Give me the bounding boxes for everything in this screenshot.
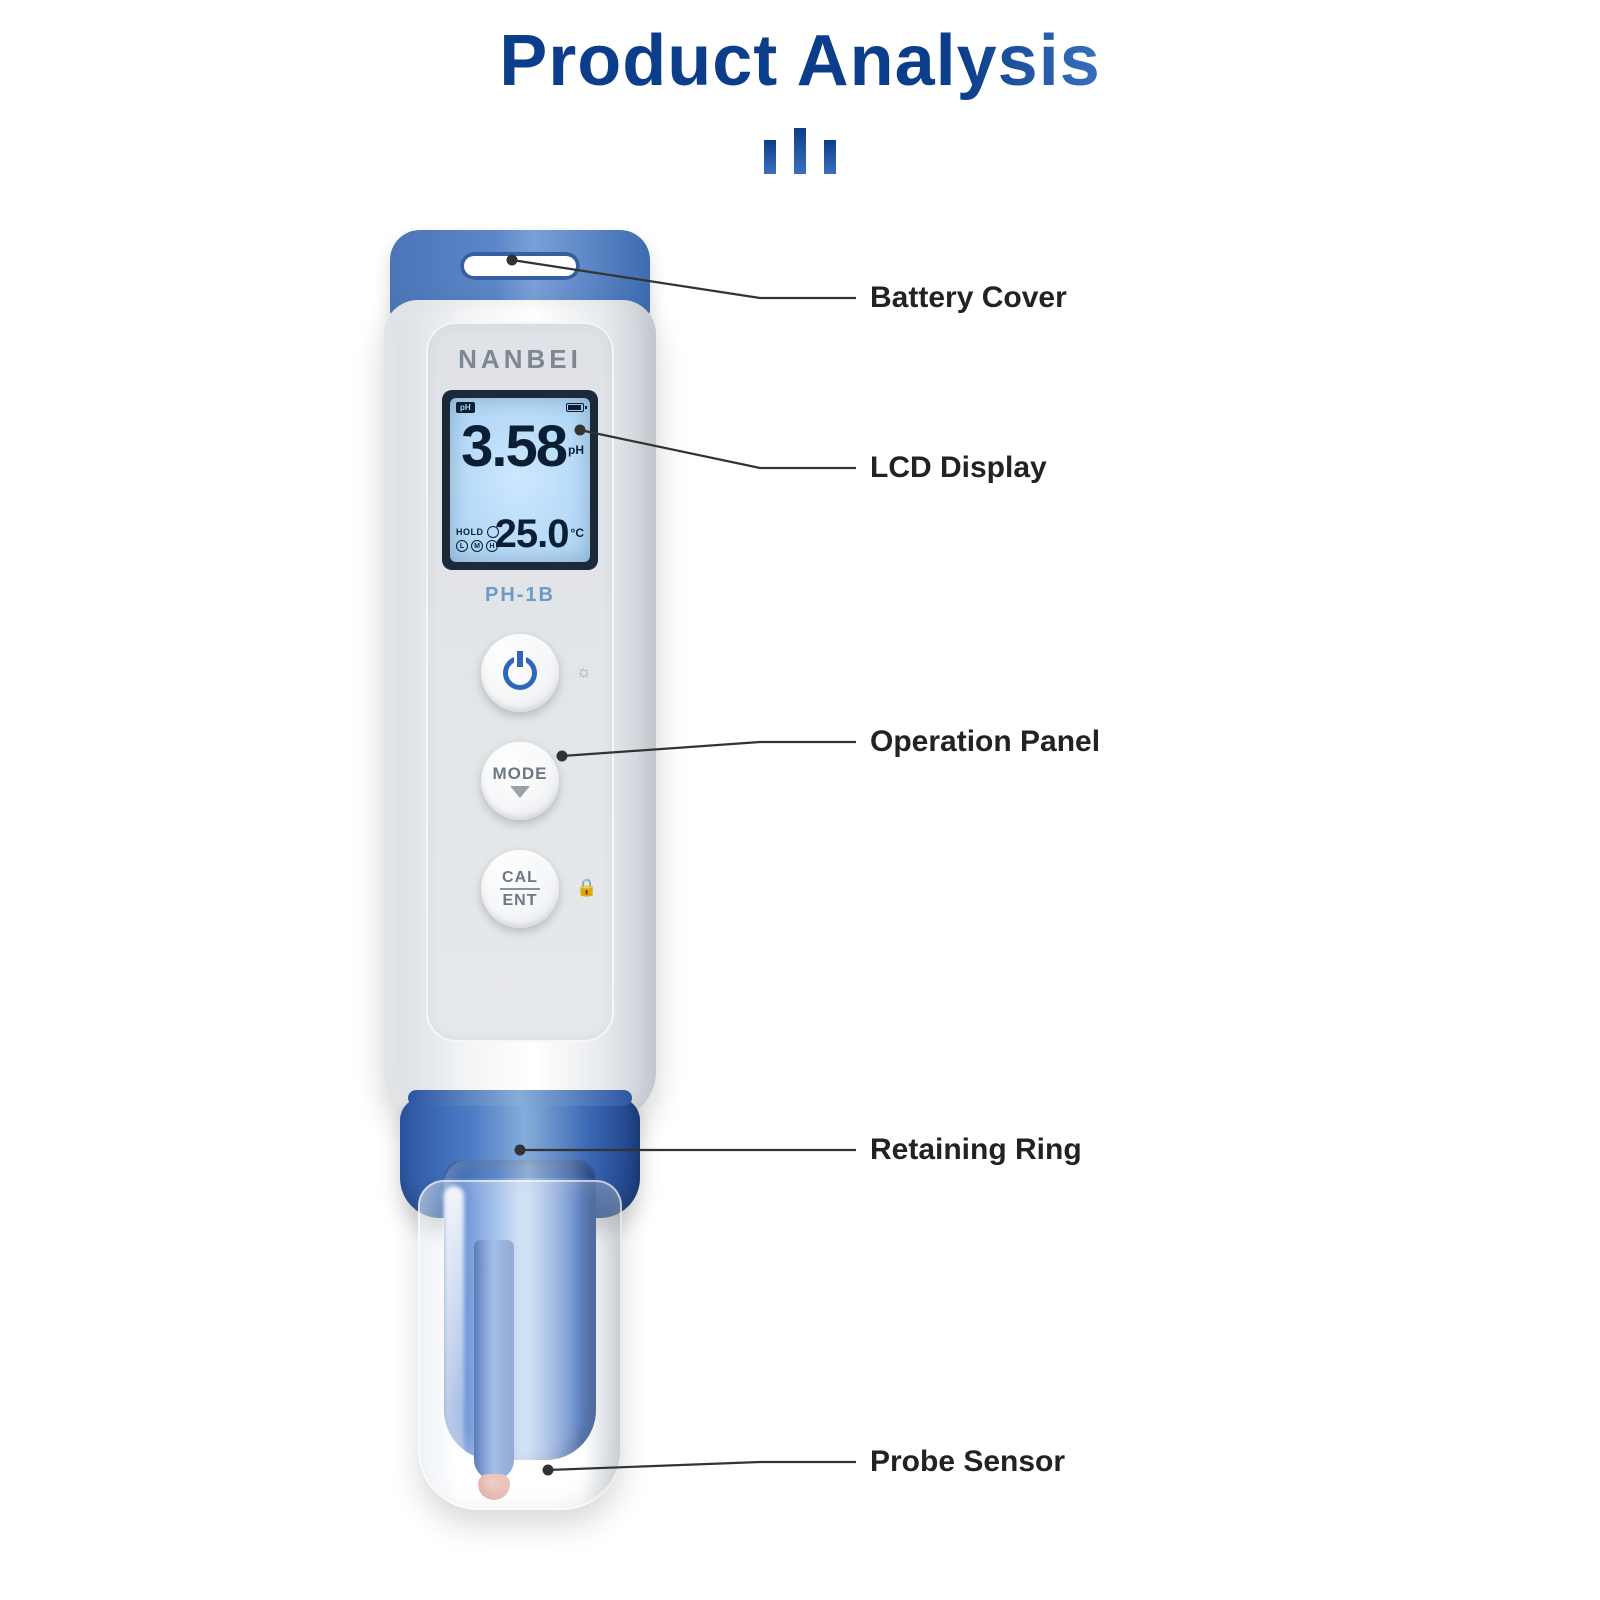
- protective-cup: [418, 1180, 622, 1510]
- smile-icon: [487, 526, 499, 538]
- power-button[interactable]: [481, 634, 559, 712]
- chevron-down-icon: [510, 786, 530, 798]
- model-label: PH-1B: [426, 584, 614, 607]
- callout-probe_sensor: Probe Sensor: [870, 1445, 1065, 1479]
- cal-label-bottom: ENT: [503, 892, 538, 909]
- callout-retaining_ring: Retaining Ring: [870, 1133, 1082, 1167]
- lcd-lmh-indicators: L M H: [456, 540, 499, 552]
- mode-button[interactable]: MODE: [481, 742, 559, 820]
- lcd-l-icon: L: [456, 540, 468, 552]
- battery-icon: [566, 403, 584, 412]
- lcd-primary-value: 3.58pH: [450, 418, 584, 476]
- lcd-indicators: HOLD L M H: [456, 526, 499, 552]
- probe-assembly: [418, 1200, 622, 1520]
- lanyard-slot: [460, 252, 580, 280]
- brightness-icon: ☼: [576, 662, 592, 682]
- cal-ent-button-label: CAL ENT: [500, 869, 540, 910]
- lcd-display: pH 3.58pH 25.0°C HOLD: [442, 390, 598, 570]
- lcd-hold-label: HOLD: [456, 527, 484, 537]
- lcd-ph-unit: pH: [568, 443, 584, 457]
- lcd-temp-unit: °C: [571, 526, 584, 540]
- ph-meter-device: NANBEI pH 3.58pH 25.0°C: [360, 230, 680, 1550]
- device-face: NANBEI pH 3.58pH 25.0°C: [426, 322, 614, 1042]
- callout-operation_panel: Operation Panel: [870, 725, 1100, 759]
- callout-battery_cover: Battery Cover: [870, 281, 1067, 315]
- power-icon: [503, 656, 537, 690]
- lcd-h-icon: H: [486, 540, 498, 552]
- lcd-m-icon: M: [471, 540, 483, 552]
- callout-lcd_display: LCD Display: [870, 451, 1047, 485]
- cal-ent-button[interactable]: CAL ENT: [481, 850, 559, 928]
- page-title: Product Analysis: [0, 20, 1600, 102]
- lcd-secondary-value: 25.0°C: [495, 514, 584, 554]
- lcd-ph-number: 3.58: [461, 414, 566, 479]
- lcd-temp-number: 25.0: [495, 512, 569, 556]
- lcd-mode-tag: pH: [456, 402, 475, 413]
- mode-button-label: MODE: [493, 765, 548, 782]
- device-body: NANBEI pH 3.58pH 25.0°C: [384, 300, 656, 1120]
- lcd-screen: pH 3.58pH 25.0°C HOLD: [450, 398, 590, 562]
- callout-lines-overlay: [0, 0, 1600, 1600]
- cal-label-top: CAL: [502, 869, 538, 886]
- title-decoration: [764, 128, 836, 174]
- lock-icon: 🔒: [576, 878, 597, 898]
- brand-label: NANBEI: [426, 344, 614, 375]
